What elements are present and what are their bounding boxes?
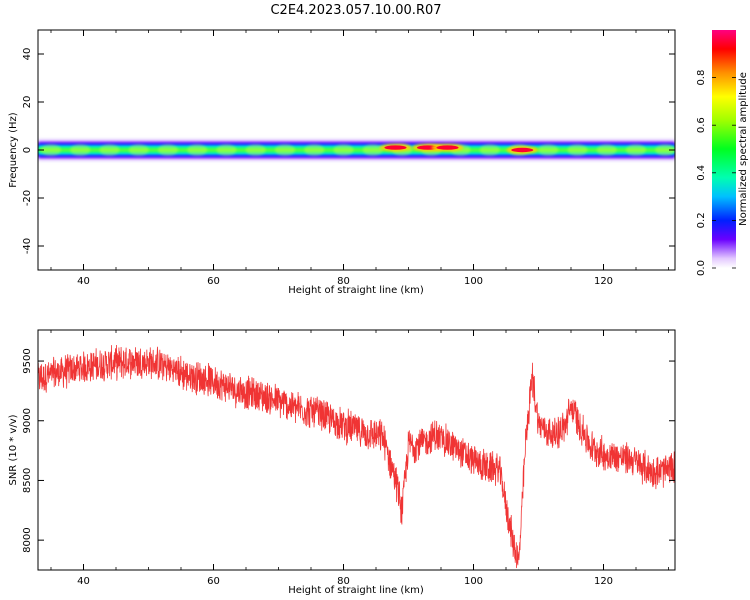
heatmap-texture (567, 144, 588, 156)
x-tick-label: 80 (337, 576, 350, 587)
spectrogram-heatmap (38, 138, 675, 162)
spectrogram-x-ticks: 40 60 80 100 120 (50, 30, 669, 287)
y-tick-label: 40 (22, 48, 33, 61)
snr-x-label: Height of straight line (km) (288, 585, 424, 596)
heatmap-hotspot (436, 145, 459, 150)
colorbar-tick-label: 0.0 (696, 260, 707, 276)
colorbar-tick-label: 0.6 (696, 117, 707, 133)
y-tick-label: 9500 (22, 348, 33, 373)
snr-frame (37, 329, 676, 571)
x-tick-label: 120 (594, 276, 613, 287)
snr-x-ticks: 40 60 80 100 120 (50, 330, 669, 587)
y-tick-label: 0 (22, 147, 33, 153)
x-tick-label: 40 (77, 576, 90, 587)
colorbar-tick-label: 0.8 (696, 70, 707, 86)
y-tick-label: 9000 (22, 408, 33, 433)
spectrogram-x-label: Height of straight line (km) (288, 285, 424, 296)
heatmap-texture (538, 144, 559, 156)
heatmap-texture (626, 144, 646, 156)
y-tick-label: 20 (22, 96, 33, 109)
heatmap-texture (333, 144, 354, 156)
heatmap-layers (38, 138, 675, 162)
heatmap-texture (128, 144, 149, 156)
x-tick-label: 100 (464, 276, 483, 287)
colorbar-tick-label: 0.2 (696, 212, 707, 228)
x-tick-label: 40 (77, 276, 90, 287)
heatmap-texture (41, 144, 61, 156)
colorbar-tick-label: 0.4 (696, 165, 707, 181)
heatmap-hotspot (384, 145, 407, 150)
heatmap-texture (362, 144, 383, 156)
heatmap-texture (275, 144, 295, 156)
snr-series-line (38, 345, 675, 569)
y-tick-label: 8500 (22, 468, 33, 493)
colorbar-label: Normalized spectral amplitude (738, 72, 749, 226)
spectrogram-y-ticks: -40 -20 0 20 40 (22, 48, 675, 254)
spectrogram-panel: 40 60 80 100 120 -40 -20 0 20 40 Height of strai… (8, 29, 676, 296)
spectrogram-y-label: Frequency (Hz) (8, 112, 19, 188)
snr-panel: 40 60 80 100 120 8000 8500 9000 9500 Height of … (8, 329, 676, 596)
snr-y-label: SNR (10 * v/v) (8, 414, 19, 485)
heatmap-texture (596, 144, 617, 156)
colorbar: 0.0 0.2 0.4 0.6 0.8 Normalized spectral ampl… (696, 30, 749, 276)
y-tick-label: -20 (22, 190, 33, 206)
heatmap-hotspot (511, 147, 534, 153)
heatmap-texture (216, 144, 237, 156)
x-tick-label: 60 (207, 276, 220, 287)
y-tick-label: -40 (22, 238, 33, 254)
x-tick-label: 60 (207, 576, 220, 587)
colorbar-gradient (712, 30, 736, 268)
heatmap-texture (655, 144, 675, 156)
heatmap-texture (70, 144, 91, 156)
x-tick-label: 120 (594, 576, 613, 587)
y-tick-label: 8000 (22, 527, 33, 552)
snr-y-ticks: 8000 8500 9000 9500 (22, 348, 675, 553)
heatmap-texture (479, 144, 500, 156)
heatmap-texture (245, 144, 266, 156)
heatmap-texture (304, 144, 325, 156)
heatmap-texture (158, 144, 178, 156)
x-tick-label: 100 (464, 576, 483, 587)
colorbar-ticks: 0.0 0.2 0.4 0.6 0.8 (696, 70, 736, 276)
heatmap-texture (187, 144, 208, 156)
figure-title: C2E4.2023.057.10.00.R07 (270, 3, 441, 18)
x-tick-label: 80 (337, 276, 350, 287)
heatmap-texture (99, 144, 120, 156)
